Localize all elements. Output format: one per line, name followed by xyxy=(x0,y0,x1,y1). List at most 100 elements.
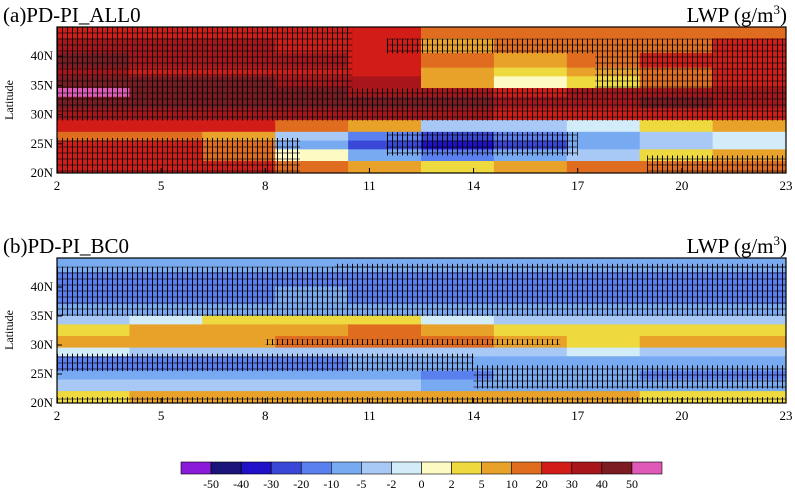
x-tick-label: 17 xyxy=(571,408,585,423)
heatmap-cell xyxy=(493,391,568,403)
heatmap-cell xyxy=(639,315,714,325)
heatmap-cell xyxy=(712,131,786,142)
colorbar-label: 0 xyxy=(419,477,425,491)
colorbar-label: -5 xyxy=(356,477,366,491)
heatmap-cell xyxy=(421,76,495,89)
hatch-region xyxy=(352,88,786,121)
heatmap-cell xyxy=(566,324,641,337)
heatmap-cell xyxy=(348,120,422,133)
colorbar-label: 50 xyxy=(626,477,638,491)
colorbar-swatch xyxy=(331,461,362,475)
heatmap-cell xyxy=(129,324,204,337)
y-tick-label: 20N xyxy=(31,395,54,410)
panel-a-ylabel: Latitude xyxy=(2,80,16,120)
colorbar-swatch xyxy=(481,461,512,475)
heatmap-cell xyxy=(348,27,422,39)
heatmap-cell xyxy=(57,379,131,392)
heatmap-cell xyxy=(493,27,568,39)
heatmap-cell xyxy=(348,67,422,77)
heatmap-cell xyxy=(566,120,641,133)
colorbar-label: -50 xyxy=(203,477,219,491)
heatmap-cell xyxy=(348,347,422,357)
colorbar-label: -20 xyxy=(293,477,309,491)
heatmap-cell xyxy=(275,161,350,173)
panel-b-units: LWP (g/m3) xyxy=(687,233,787,258)
heatmap-cell xyxy=(639,336,714,349)
heatmap-cell xyxy=(566,315,641,325)
heatmap-cell xyxy=(275,391,350,403)
colorbar-swatch xyxy=(421,461,452,475)
colorbar-label: -10 xyxy=(323,477,339,491)
hatch-region xyxy=(334,263,786,273)
colorbar-swatch xyxy=(391,461,422,475)
heatmap-cell xyxy=(421,161,495,173)
heatmap-cell xyxy=(566,131,641,142)
y-tick-label: 35N xyxy=(31,308,54,323)
panel-b: (b)PD-PI_BC0 LWP (g/m3) Latitude 2 5 8 11 14… xyxy=(2,233,793,423)
y-tick-label: 30N xyxy=(31,107,54,122)
panel-a: (a)PD-PI_ALL0 LWP (g/m3) Latitude 2 5 8 11 1… xyxy=(2,2,793,193)
heatmap-cell xyxy=(493,76,568,89)
y-tick-label: 30N xyxy=(31,337,54,352)
heatmap-cell xyxy=(129,336,204,349)
colorbar-swatch xyxy=(571,461,603,475)
colorbar-label: -30 xyxy=(263,477,279,491)
heatmap-cell xyxy=(275,120,350,133)
colorbar-swatch xyxy=(451,461,482,475)
heatmap-cell xyxy=(202,131,277,142)
heatmap-cell xyxy=(275,379,350,392)
colorbar-label: 5 xyxy=(479,477,485,491)
heatmap-cell xyxy=(639,27,714,39)
x-tick-label: 8 xyxy=(262,178,269,193)
heatmap-cell xyxy=(712,391,786,403)
x-tick-label: 2 xyxy=(54,178,61,193)
colorbar-swatch xyxy=(541,461,573,475)
heatmap-cell xyxy=(57,315,131,325)
x-tick-label: 5 xyxy=(158,408,165,423)
heatmap-cell xyxy=(566,347,641,357)
hatch-region xyxy=(386,38,786,54)
colorbar-swatch xyxy=(361,461,392,475)
heatmap-cell xyxy=(639,140,714,150)
heatmap-cell xyxy=(421,67,495,77)
hatch-region xyxy=(57,266,786,316)
heatmap-cell xyxy=(57,324,131,337)
heatmap-cell xyxy=(712,140,786,150)
heatmap-cell xyxy=(493,52,568,69)
x-tick-label: 2 xyxy=(54,408,61,423)
y-tick-label: 40N xyxy=(31,279,54,294)
heatmap-cell xyxy=(493,161,568,173)
heatmap-cell xyxy=(421,391,495,403)
heatmap-cell xyxy=(348,379,422,392)
heatmap-cell xyxy=(493,67,568,77)
panel-a-title: (a)PD-PI_ALL0 xyxy=(3,3,141,27)
colorbar-label: -2 xyxy=(386,477,396,491)
heatmap-cell xyxy=(348,140,422,150)
heatmap-cell xyxy=(57,391,131,403)
heatmap-cell xyxy=(202,347,277,357)
heatmap-cell xyxy=(348,315,422,325)
x-tick-label: 23 xyxy=(780,178,793,193)
x-tick-label: 23 xyxy=(780,408,793,423)
heatmap-cell xyxy=(421,370,495,381)
heatmap-cell xyxy=(348,161,422,173)
heatmap-cell xyxy=(57,120,131,133)
heatmap-cell xyxy=(129,120,204,133)
colorbar-label: 10 xyxy=(506,477,518,491)
hatch-region xyxy=(386,132,578,156)
x-tick-label: 20 xyxy=(675,178,688,193)
heatmap-cell xyxy=(639,131,714,142)
colorbar-swatch xyxy=(240,461,272,475)
colorbar: -50 -40 -30 -20 -10 -5 -2 0 2 5 10 20 30 40 50 xyxy=(180,461,663,491)
hatch-region xyxy=(57,353,474,372)
heatmap-cell xyxy=(712,315,786,325)
heatmap-cell xyxy=(348,391,422,403)
heatmap-cell xyxy=(566,27,641,39)
heatmap-cell xyxy=(566,149,641,162)
heatmap-cell xyxy=(712,120,786,133)
heatmap-cell xyxy=(202,120,277,133)
y-tick-label: 40N xyxy=(31,48,54,63)
heatmap-cell xyxy=(275,140,350,150)
heatmap-cell xyxy=(639,324,714,337)
